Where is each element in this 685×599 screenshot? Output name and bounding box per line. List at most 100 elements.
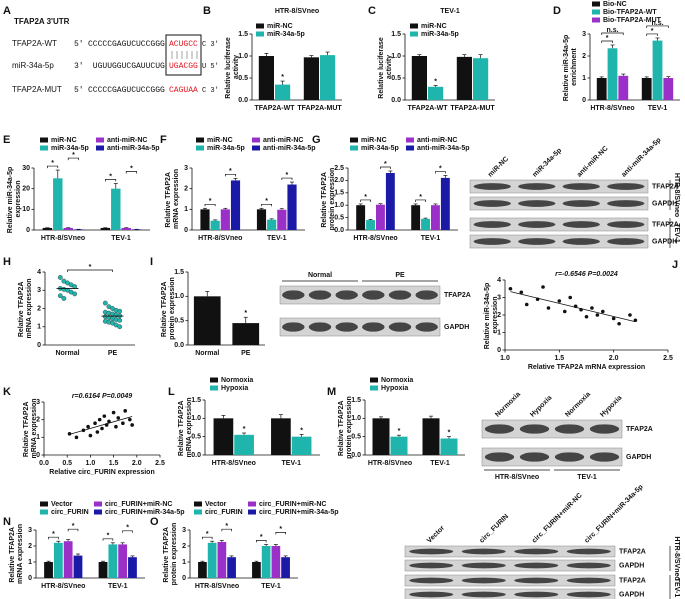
x-tick-label: 1.5	[109, 460, 119, 467]
significance-bracket	[601, 40, 613, 43]
blot-band	[388, 290, 412, 300]
legend-label: miR-NC	[207, 137, 233, 144]
seq: CCCCCGAGUCUCCGGG	[88, 86, 165, 95]
error-bar	[264, 544, 269, 546]
significance-label: *	[384, 161, 387, 168]
x-tick-label: 2.5	[155, 460, 165, 467]
error-bar	[264, 53, 269, 56]
x-tick-label: 0.5	[62, 460, 72, 467]
y-axis-label: Relative TFAP2A mRNA expression	[18, 278, 33, 338]
row-label: GAPDH	[652, 238, 677, 245]
significance-label: *	[229, 168, 232, 175]
bar	[63, 227, 73, 230]
legend-label: Bio-TFAP2A-WT	[603, 9, 657, 16]
x-tick-label: 1.0	[500, 355, 510, 362]
x-tick-label: TEV-1	[261, 583, 281, 590]
panel-letter: I	[150, 256, 153, 268]
blot-band	[554, 424, 585, 434]
bar	[44, 562, 53, 578]
data-point	[562, 309, 567, 314]
legend-swatch	[40, 145, 48, 151]
bar	[217, 542, 227, 578]
bar	[376, 204, 385, 230]
legend-label: miR-34a-5p	[361, 145, 399, 152]
data-point	[117, 324, 123, 330]
bar	[258, 56, 274, 100]
legend-label: miR-34a-5p	[267, 31, 305, 38]
blot-strip	[481, 447, 623, 467]
y-tick-label: 0.5	[391, 75, 401, 82]
bar	[607, 48, 618, 100]
y-tick-label: 2	[37, 305, 41, 312]
legend-swatch	[40, 137, 48, 143]
row-name: miR-34a-5p	[12, 61, 54, 70]
legend-label: circ_FURIN+miR-NC	[105, 501, 173, 508]
significance-label: *	[109, 173, 112, 180]
bar	[100, 227, 111, 230]
blot-strip	[404, 574, 616, 587]
x-tick-label: TEV-1	[111, 235, 131, 242]
legend-swatch	[40, 509, 48, 515]
blot-strip	[404, 588, 616, 599]
blot-band	[484, 452, 515, 462]
legend-swatch	[194, 501, 202, 507]
bar	[53, 178, 63, 230]
error-bar	[229, 555, 234, 558]
error-bar	[46, 560, 51, 562]
y-tick-label: 1	[36, 434, 40, 441]
significance-bracket	[202, 536, 213, 540]
x-tick-label: TEV-1	[282, 460, 302, 467]
error-bar	[417, 54, 422, 56]
data-point	[573, 304, 578, 309]
significance-bracket	[221, 528, 232, 532]
y-tick-label: 1.5	[174, 269, 184, 276]
legend-label: Bio-TFAP2A-MUT	[603, 17, 662, 24]
x-tick-label: TFAP2A-WT	[407, 105, 448, 112]
data-point	[107, 419, 111, 424]
x-tick-label: HTR-8/SVneo	[41, 235, 85, 242]
error-bar	[325, 51, 330, 56]
significance-bracket	[67, 269, 113, 272]
y-tick-label: 2	[582, 53, 586, 60]
y-tick-label: 1.5	[351, 397, 361, 404]
blot-band	[518, 238, 556, 245]
data-point	[117, 308, 123, 314]
error-bar	[429, 415, 433, 419]
error-bar	[75, 553, 80, 556]
significance-label: *	[51, 160, 54, 167]
y-tick-label: 0.5	[334, 214, 344, 221]
y-tick-label: 1.0	[191, 415, 201, 422]
significance-label: *	[130, 165, 133, 172]
blot-strip	[404, 559, 616, 572]
panel-letter: E	[3, 134, 10, 146]
significance-label: n.s.	[651, 20, 663, 27]
blot-band	[362, 322, 385, 332]
bar	[287, 184, 297, 230]
significance-bracket	[256, 540, 267, 543]
significance-bracket	[46, 165, 59, 169]
bar	[131, 229, 142, 230]
legend-label: circ_FURIN+miR-34a-5p	[105, 509, 185, 516]
bar	[320, 55, 336, 100]
legend-label: miR-NC	[51, 137, 77, 144]
panel-letter: H	[3, 256, 11, 268]
data-point	[590, 306, 594, 310]
data-point	[617, 321, 621, 326]
stats-label: r=-0.6546 P=0.0024	[555, 271, 618, 278]
error-bar	[621, 73, 626, 76]
fit-line	[510, 291, 636, 323]
bar	[385, 172, 395, 230]
x-tick-label: HTR-8/SVneo	[368, 460, 412, 467]
group-label: TEV-1	[673, 578, 680, 598]
seq: CCCCCGAGUCUCCGGG	[88, 40, 165, 49]
significance-label: *	[364, 194, 367, 201]
group-label: Normal	[308, 272, 332, 279]
x-tick-label: TFAP2A-WT	[254, 105, 295, 112]
bar	[121, 227, 131, 230]
bar	[281, 557, 290, 578]
site: UGACGG	[169, 62, 198, 71]
blot-band	[589, 424, 620, 434]
x-tick-label: PE	[108, 350, 118, 357]
significance-label: n.s.	[606, 27, 618, 34]
bar	[456, 56, 472, 100]
